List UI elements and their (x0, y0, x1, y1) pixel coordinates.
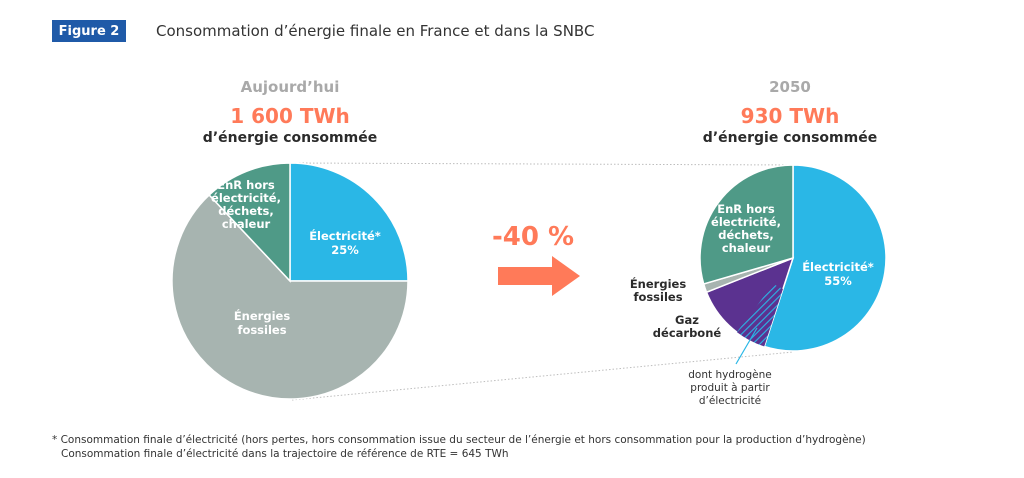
arrow-right-icon (498, 256, 580, 296)
y2050-slice-enr-hors-electricite-dechets-chaleur (699, 164, 794, 285)
figure-title: Consommation d’énergie finale en France … (156, 22, 595, 40)
y2050-slice-hydrogene-hatch (736, 283, 783, 347)
pie-2050 (699, 164, 887, 352)
hydrogen-leader-line (735, 327, 758, 365)
left-label-electricite-pct: 25% (331, 243, 359, 257)
guide-line-top (291, 162, 794, 166)
left-total-sub: d’énergie consommée (202, 130, 378, 146)
pie-today (171, 162, 409, 400)
today-slice-energies-fossiles (171, 193, 409, 400)
footnote-line-2: Consommation finale d’électricité dans l… (61, 448, 509, 460)
right-label-fossiles: Énergies fossiles (630, 276, 686, 304)
left-label-enr: EnR hors électricité, déchets, chaleur (211, 178, 281, 231)
left-label-electricite: Électricité* (309, 228, 381, 243)
right-label-enr: EnR hors électricité, déchets, chaleur (711, 202, 781, 255)
right-total-sub: d’énergie consommée (702, 130, 878, 146)
right-total-value: 930 TWh (740, 104, 840, 128)
left-pie-header: Aujourd’hui 1 600 TWh d’énergie consommé… (150, 78, 430, 146)
right-label-electricite-pct: 55% (824, 274, 852, 288)
footnote: * Consommation finale d’électricité (hor… (52, 433, 866, 461)
today-slice-electricite (289, 162, 409, 282)
today-slice-enr-hors-electricite-dechets-chaleur (208, 162, 291, 283)
right-pie-header: 2050 930 TWh d’énergie consommée (650, 78, 930, 146)
right-period-label: 2050 (769, 78, 811, 96)
y2050-slice-electricite (763, 164, 887, 352)
change-label: -40 % (492, 222, 574, 252)
left-label-fossiles: Énergies fossiles (234, 308, 290, 337)
right-label-electricite: Électricité* (802, 259, 874, 274)
right-label-gaz: Gaz décarboné (653, 313, 722, 340)
left-total-value: 1 600 TWh (230, 104, 350, 128)
hydrogen-note: dont hydrogène produit à partir d’électric… (688, 369, 771, 407)
figure-badge: Figure 2 (52, 20, 126, 42)
footnote-line-1: * Consommation finale d’électricité (hor… (52, 434, 866, 446)
left-period-label: Aujourd’hui (240, 78, 340, 96)
